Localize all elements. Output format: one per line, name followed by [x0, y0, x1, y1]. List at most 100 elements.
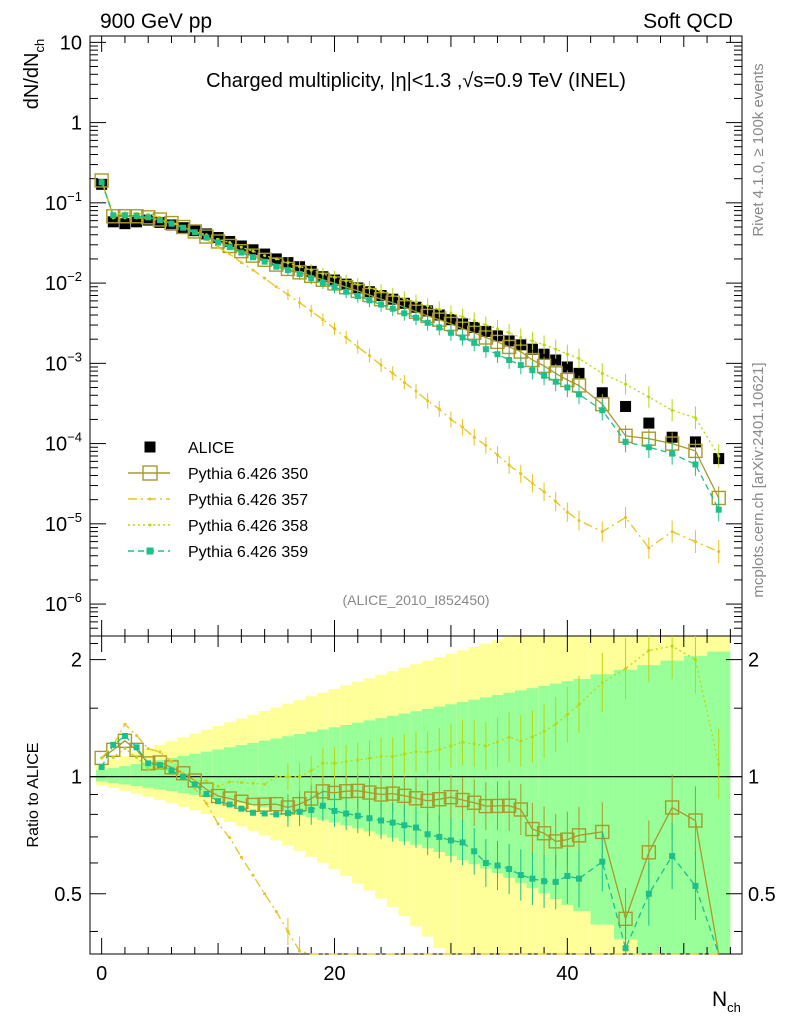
- ratio-band-1sigma: [95, 770, 108, 782]
- series-point: [117, 209, 133, 224]
- ratio-point: [228, 780, 232, 784]
- series-point: [321, 272, 325, 276]
- series-point: [506, 357, 513, 364]
- ratio-band-1sigma: [538, 685, 550, 894]
- ratio-tick-label-right: 0.5: [748, 884, 776, 906]
- ratio-point: [367, 756, 371, 760]
- alice-point: [573, 367, 585, 379]
- series-point: [238, 249, 245, 256]
- ratio-band-1sigma: [258, 740, 271, 808]
- series-point: [308, 275, 315, 282]
- series-point: [366, 297, 373, 304]
- ratio-band-1sigma: [526, 688, 539, 888]
- ratio-tick-label: 1: [71, 767, 82, 789]
- alice-point: [643, 417, 655, 429]
- ratio-point: [554, 722, 558, 726]
- ratio-band-1sigma: [421, 708, 434, 849]
- series-point: [319, 279, 326, 286]
- ratio-point: [688, 813, 703, 828]
- series-point: [309, 268, 313, 272]
- ratio-point: [158, 750, 162, 754]
- ratio-point: [226, 801, 233, 808]
- series-4: [98, 179, 722, 522]
- series-point: [354, 293, 361, 300]
- series-point: [356, 345, 360, 349]
- series-point: [554, 499, 558, 503]
- ratio-point: [564, 872, 571, 879]
- mcplots-label: mcplots.cern.ch [arXiv:2401.10621]: [750, 362, 767, 597]
- series-point: [482, 346, 489, 353]
- y-tick-label: 10−4: [45, 430, 82, 456]
- series-point: [98, 179, 105, 186]
- series-point: [284, 267, 291, 274]
- series-point: [424, 319, 431, 326]
- series-layer: [94, 173, 726, 564]
- series-point: [379, 289, 383, 293]
- ratio-point: [525, 821, 540, 837]
- ratio-point: [191, 781, 198, 788]
- ratio-point: [343, 810, 350, 817]
- axes-ticks: 10 1 10−1 10−2 10−3 10−4 10−5 10−6 0 20 40 0.5 0.5 1 1…: [45, 32, 776, 985]
- ratio-point: [548, 834, 563, 849]
- ratio-point: [529, 875, 536, 882]
- series-point: [121, 212, 128, 219]
- ratio-point: [645, 890, 652, 897]
- series-point: [600, 530, 604, 534]
- alice-point: [550, 354, 562, 366]
- series-point: [471, 339, 478, 346]
- ratio-band-1sigma: [154, 760, 166, 790]
- series-point: [343, 288, 350, 295]
- y-tick-label: 10−3: [45, 349, 82, 375]
- series-point: [228, 252, 232, 256]
- ratio-tick-label-right: 2: [748, 650, 759, 672]
- series-point: [426, 399, 430, 403]
- series-3: [100, 178, 721, 468]
- series-point: [402, 380, 406, 384]
- ratio-line: [101, 735, 720, 955]
- series-point: [496, 453, 499, 457]
- series-point: [391, 293, 395, 297]
- series-point: [576, 391, 582, 398]
- ratio-band-1sigma: [573, 678, 591, 912]
- ratio-band-1sigma: [235, 745, 248, 803]
- series-point: [164, 215, 179, 231]
- series-point: [530, 481, 534, 485]
- ratio-series-3: [100, 636, 721, 800]
- analysis-id: (ALICE_2010_I852450): [342, 592, 489, 608]
- series-point: [168, 220, 175, 227]
- series-point: [461, 425, 465, 429]
- ratio-point: [692, 882, 699, 889]
- ratio-point: [459, 839, 466, 846]
- series-point: [286, 261, 290, 265]
- ratio-band-1sigma: [590, 674, 614, 925]
- ratio-line: [101, 645, 720, 787]
- series-point: [437, 407, 441, 411]
- x-tick-label: 20: [323, 963, 345, 985]
- series-point: [542, 343, 546, 347]
- series-point: [507, 331, 511, 335]
- ratio-point: [447, 837, 454, 844]
- legend-label: Pythia 6.426 359: [188, 544, 308, 561]
- ratio-point: [560, 832, 575, 847]
- alice-point: [620, 400, 632, 412]
- ratio-point: [432, 792, 447, 807]
- ratio-band-1sigma: [119, 766, 131, 785]
- rivet-label: Rivet 4.1.0, ≥ 100k events: [750, 63, 767, 236]
- ratio-point: [408, 791, 424, 806]
- series-point: [106, 209, 121, 224]
- series-point: [565, 352, 569, 356]
- ratio-point: [467, 795, 482, 810]
- ratio-series-4: [98, 732, 720, 955]
- series-point: [459, 334, 466, 341]
- series-point: [141, 210, 156, 225]
- series-point: [274, 257, 278, 261]
- legend-marker: [142, 465, 158, 481]
- series-point: [437, 307, 441, 311]
- ratio-band-1sigma: [107, 768, 120, 783]
- y-axis-label-main: dN/dN: [21, 53, 43, 110]
- y-axis-label-sub: ch: [32, 39, 47, 53]
- ratio-point: [401, 822, 408, 829]
- ratio-point: [599, 858, 606, 865]
- series-point: [600, 371, 604, 375]
